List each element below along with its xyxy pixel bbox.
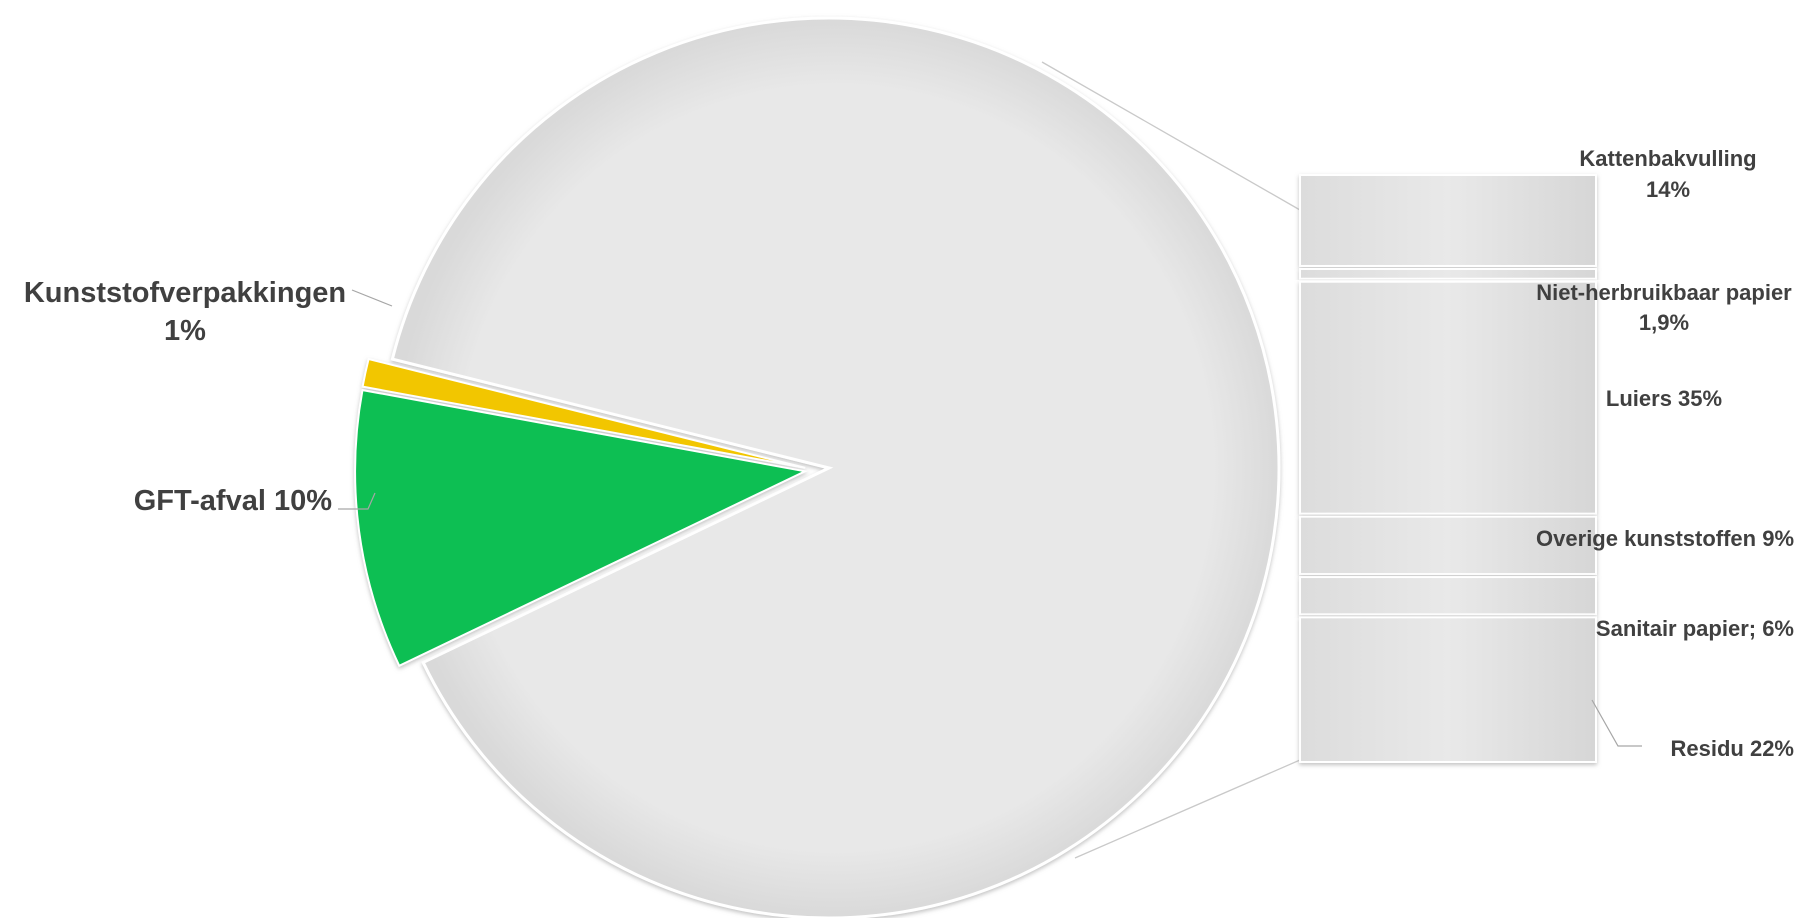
gft-label: GFT-afval 10% [134, 485, 332, 517]
bar-segment-luiers [1299, 280, 1597, 515]
leader-line-gft [338, 492, 376, 510]
leader-line-residu [1591, 699, 1642, 747]
connector-line-top [1041, 61, 1301, 211]
bar-segment-overige-kunststoffen [1299, 515, 1597, 576]
overige-label: Overige kunststoffen 9% [1536, 526, 1794, 551]
bar-segment-residu [1299, 616, 1597, 764]
bar-segment-niet-herbruikbaar-papier [1299, 267, 1597, 280]
kunststof-label-name: Kunststofverpakkingen [24, 277, 346, 309]
kattenbak-label-name: Kattenbakvulling [1579, 146, 1756, 171]
papier-label-value: 1,9% [1639, 310, 1689, 335]
papier-label-name: Niet-herbruikbaar papier [1536, 280, 1792, 305]
pie-slice-kunststof [361, 357, 806, 469]
leader-line-kunststof [351, 289, 393, 307]
connector-line-bottom [1074, 759, 1301, 859]
pie-slice-overig [390, 16, 1281, 918]
bar-segment-sanitair-papier [1299, 576, 1597, 616]
secondary-bar [1299, 174, 1597, 764]
kunststof-label-value: 1% [164, 315, 206, 347]
sanitair-label: Sanitair papier; 6% [1596, 616, 1794, 641]
bar-segment-kattenbakvulling [1299, 174, 1597, 267]
luiers-label: Luiers 35% [1606, 386, 1722, 411]
kattenbak-label-value: 14% [1646, 177, 1690, 202]
pie [354, 16, 1281, 918]
residu-label: Residu 22% [1671, 736, 1795, 761]
pie-slice-gft [354, 388, 809, 668]
